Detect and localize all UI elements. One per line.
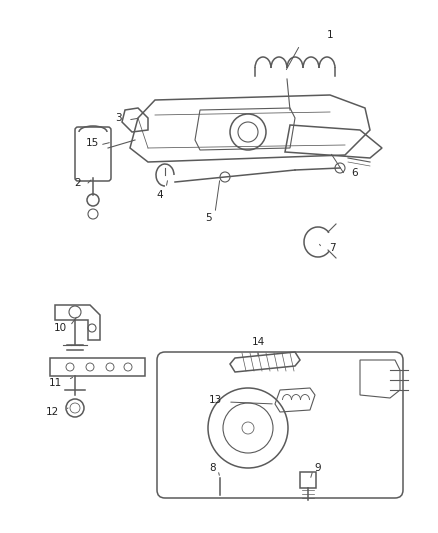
Text: 15: 15 xyxy=(85,138,99,148)
Text: 8: 8 xyxy=(210,463,216,473)
Text: 7: 7 xyxy=(328,243,336,253)
Text: 5: 5 xyxy=(205,213,211,223)
Text: 14: 14 xyxy=(251,337,265,347)
Text: 4: 4 xyxy=(157,190,163,200)
Text: 13: 13 xyxy=(208,395,222,405)
Text: 10: 10 xyxy=(53,323,67,333)
Text: 1: 1 xyxy=(327,30,333,40)
Text: 12: 12 xyxy=(46,407,59,417)
Text: 6: 6 xyxy=(352,168,358,178)
Text: 9: 9 xyxy=(314,463,321,473)
Text: 11: 11 xyxy=(48,378,62,388)
Text: 3: 3 xyxy=(115,113,121,123)
Text: 2: 2 xyxy=(75,178,81,188)
